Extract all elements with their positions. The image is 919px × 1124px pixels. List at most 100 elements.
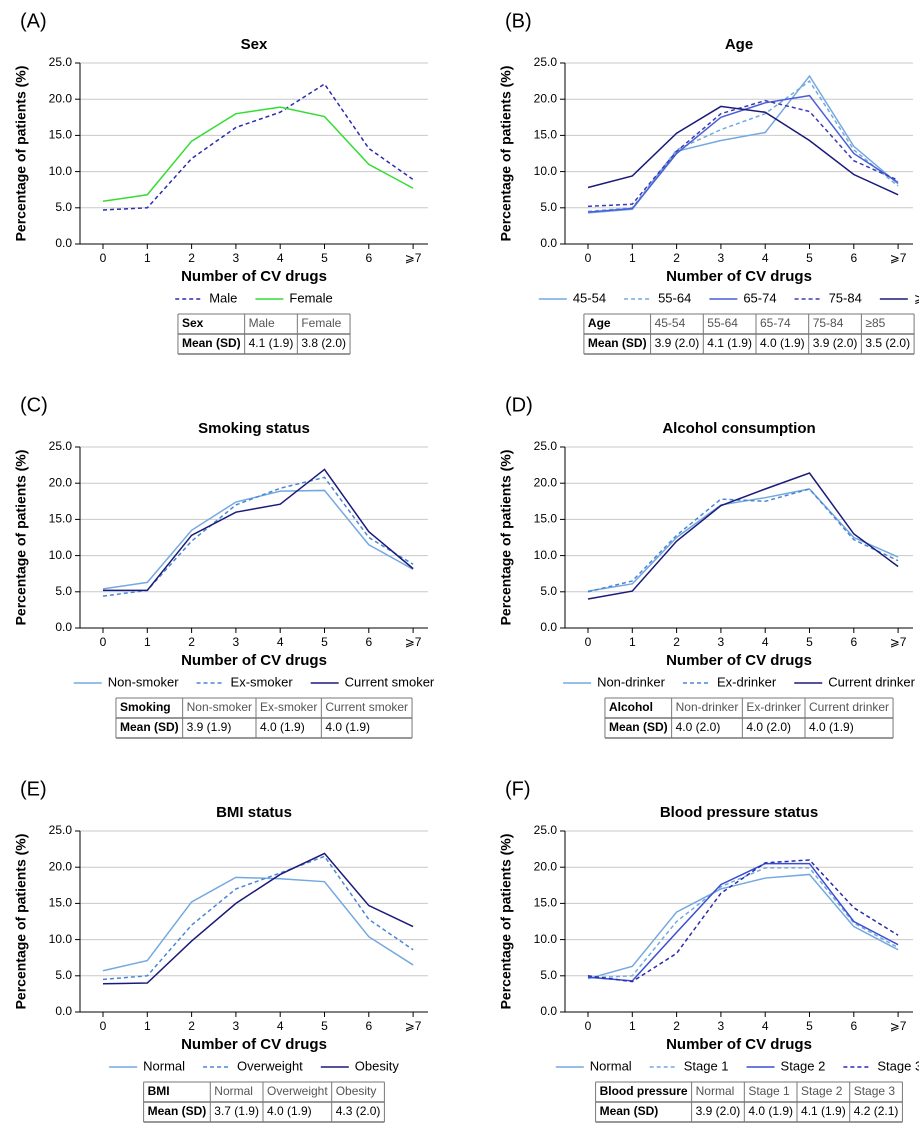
table-cell: Female [301, 316, 341, 330]
legend-label: Ex-drinker [717, 674, 777, 689]
series-line [587, 488, 899, 592]
x-tick-label: 5 [806, 635, 813, 649]
x-tick-label: 4 [762, 1019, 769, 1033]
y-axis-label: Percentage of patients (%) [13, 834, 29, 1010]
x-tick-label: 0 [585, 251, 592, 265]
x-tick-label: 2 [673, 635, 680, 649]
table-cell: 4.0 (1.9) [267, 1104, 312, 1118]
table-cell: 4.1 (1.9) [801, 1104, 846, 1118]
y-tick-label: 0.0 [55, 620, 72, 634]
table-cell: Non-smoker [187, 700, 252, 714]
y-tick-label: 15.0 [49, 896, 73, 910]
x-tick-label: 4 [762, 251, 769, 265]
series-line [587, 472, 899, 600]
table-cell: 75-84 [813, 316, 844, 330]
y-tick-label: 0.0 [55, 1004, 72, 1018]
y-tick-label: 20.0 [534, 859, 558, 873]
x-tick-label: 0 [100, 635, 107, 649]
x-tick-label: ⩾7 [890, 1019, 907, 1033]
chart-title: Blood pressure status [660, 804, 818, 821]
chart-title: Age [725, 36, 753, 53]
x-tick-label: 6 [850, 1019, 857, 1033]
y-tick-label: 5.0 [540, 968, 557, 982]
legend-label: Normal [143, 1058, 185, 1073]
x-tick-label: 4 [762, 635, 769, 649]
series-line [587, 873, 899, 980]
y-tick-label: 20.0 [534, 475, 558, 489]
table-cell: Mean (SD) [182, 336, 241, 350]
panel-label: (D) [505, 394, 533, 416]
y-tick-label: 10.0 [534, 548, 558, 562]
x-axis-label: Number of CV drugs [666, 1036, 812, 1053]
x-tick-label: ⩾7 [405, 251, 422, 265]
legend-label: Female [289, 290, 332, 305]
legend-label: 45-54 [573, 290, 606, 305]
series-line [102, 476, 414, 597]
x-tick-label: 1 [144, 1019, 151, 1033]
table-cell: 4.3 (2.0) [336, 1104, 381, 1118]
x-tick-label: 1 [144, 251, 151, 265]
table-cell: 55-64 [707, 316, 738, 330]
legend-label: Current smoker [345, 674, 435, 689]
x-tick-label: 1 [144, 635, 151, 649]
table-cell: 3.9 (1.9) [187, 720, 232, 734]
x-tick-label: 0 [585, 635, 592, 649]
series-line [102, 852, 414, 985]
y-tick-label: 25.0 [534, 439, 558, 453]
y-tick-label: 0.0 [540, 1004, 557, 1018]
legend-label: 65-74 [743, 290, 776, 305]
chart-title: Smoking status [198, 420, 310, 437]
table-cell: 3.9 (2.0) [655, 336, 700, 350]
legend-label: ⩾85 [914, 290, 919, 305]
series-line [102, 489, 414, 590]
series-line [587, 105, 899, 196]
y-tick-label: 25.0 [534, 55, 558, 69]
legend-label: Non-smoker [108, 674, 179, 689]
y-tick-label: 5.0 [55, 584, 72, 598]
y-tick-label: 10.0 [49, 548, 73, 562]
table-cell: Ex-smoker [260, 700, 317, 714]
legend-label: Current drinker [828, 674, 915, 689]
panel-label: (F) [505, 778, 531, 800]
x-axis-label: Number of CV drugs [181, 652, 327, 669]
y-tick-label: 10.0 [534, 164, 558, 178]
table-cell: Ex-drinker [746, 700, 801, 714]
legend-label: Male [209, 290, 237, 305]
table-cell: 4.2 (2.1) [854, 1104, 899, 1118]
table-cell: Stage 1 [748, 1084, 790, 1098]
y-tick-label: 25.0 [534, 823, 558, 837]
y-tick-label: 20.0 [49, 475, 73, 489]
x-tick-label: 1 [629, 1019, 636, 1033]
x-tick-label: 6 [850, 635, 857, 649]
y-tick-label: 15.0 [49, 128, 73, 142]
y-tick-label: 5.0 [540, 584, 557, 598]
table-cell: 4.0 (1.9) [260, 720, 305, 734]
series-line [103, 468, 414, 592]
y-tick-label: 25.0 [49, 823, 73, 837]
y-axis-label: Percentage of patients (%) [498, 450, 514, 626]
table-cell: 3.9 (2.0) [696, 1104, 741, 1118]
table-cell: Normal [214, 1084, 253, 1098]
table-cell: 3.9 (2.0) [813, 336, 858, 350]
table-cell: Non-drinker [676, 700, 739, 714]
table-cell: Stage 3 [854, 1084, 896, 1098]
table-cell: 4.0 (2.0) [676, 720, 721, 734]
table-cell: Mean (SD) [609, 720, 668, 734]
legend-label: Overweight [237, 1058, 303, 1073]
x-tick-label: 2 [188, 635, 195, 649]
table-cell: Blood pressure [600, 1084, 688, 1098]
y-tick-label: 15.0 [49, 512, 73, 526]
series-line [587, 74, 899, 214]
table-cell: 45-54 [655, 316, 686, 330]
x-tick-label: 1 [629, 635, 636, 649]
x-axis-label: Number of CV drugs [666, 268, 812, 285]
x-tick-label: 6 [850, 251, 857, 265]
table-cell: Normal [696, 1084, 735, 1098]
x-tick-label: ⩾7 [405, 1019, 422, 1033]
y-tick-label: 5.0 [55, 200, 72, 214]
x-tick-label: 0 [585, 1019, 592, 1033]
y-tick-label: 15.0 [534, 128, 558, 142]
x-tick-label: ⩾7 [405, 635, 422, 649]
legend-label: Stage 3 [877, 1058, 919, 1073]
y-tick-label: 20.0 [49, 91, 73, 105]
